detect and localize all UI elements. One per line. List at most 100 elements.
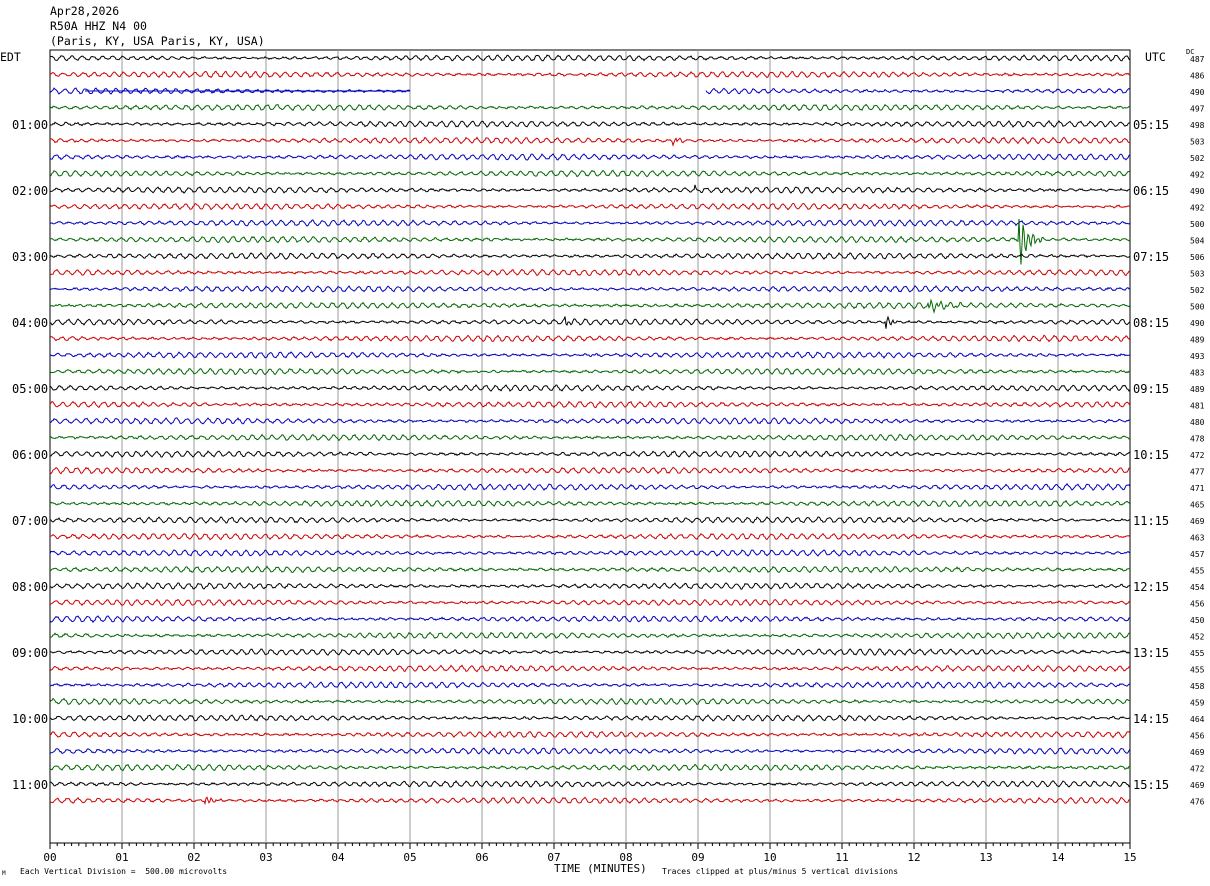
left-timezone-label: EDT <box>0 50 21 64</box>
left-hour-label: 07:00 <box>12 514 48 528</box>
right-hour-label: 11:15 <box>1133 514 1169 528</box>
dc-offset-label: 490 <box>1190 187 1205 196</box>
seismic-trace <box>49 730 1131 739</box>
right-hour-label: 10:15 <box>1133 448 1169 462</box>
dc-offset-label: 497 <box>1190 105 1205 114</box>
seismic-trace <box>49 714 1131 722</box>
dc-offset-label: 503 <box>1190 138 1205 147</box>
seismic-trace <box>49 598 1131 607</box>
seismic-trace <box>49 315 1131 329</box>
dc-offset-label: 456 <box>1190 600 1205 609</box>
dc-offset-label: 456 <box>1190 732 1205 741</box>
seismic-trace <box>49 796 1131 806</box>
left-hour-label: 08:00 <box>12 580 48 594</box>
dc-offset-label: 487 <box>1190 55 1205 64</box>
x-tick-label: 06 <box>475 851 488 864</box>
seismic-trace <box>49 664 1131 673</box>
seismic-trace <box>49 549 1131 557</box>
left-hour-label: 05:00 <box>12 382 48 396</box>
x-tick-label: 15 <box>1123 851 1136 864</box>
x-tick-label: 09 <box>691 851 704 864</box>
seismic-trace <box>49 433 1131 442</box>
seismic-trace <box>49 87 1131 95</box>
dc-offset-label: 503 <box>1190 270 1205 279</box>
seismic-trace <box>49 450 1131 458</box>
dc-offset-label: 492 <box>1190 171 1205 180</box>
seismic-trace <box>49 417 1131 425</box>
x-tick-label: 03 <box>259 851 272 864</box>
seismic-trace <box>49 169 1131 178</box>
dc-offset-label: 455 <box>1190 567 1205 576</box>
x-tick-label: 11 <box>835 851 848 864</box>
dc-offset-label: 469 <box>1190 781 1205 790</box>
dc-offset-label: 490 <box>1190 319 1205 328</box>
x-tick-label: 08 <box>619 851 632 864</box>
seismic-trace <box>49 565 1131 574</box>
dc-offset-label: 455 <box>1190 666 1205 675</box>
x-tick-label: 13 <box>979 851 992 864</box>
dc-offset-label: 452 <box>1190 633 1205 642</box>
seismic-trace <box>49 400 1131 409</box>
seismic-trace <box>49 582 1131 590</box>
seismic-trace <box>50 54 1131 62</box>
left-hour-label: 02:00 <box>12 184 48 198</box>
seismic-trace <box>49 681 1131 689</box>
left-hour-label: 06:00 <box>12 448 48 462</box>
seismic-trace <box>50 532 1131 541</box>
seismic-trace <box>49 516 1131 524</box>
dc-offset-label: 455 <box>1190 649 1205 658</box>
dc-offset-label: 469 <box>1190 517 1205 526</box>
logo-mark: M <box>2 870 6 877</box>
right-hour-label: 06:15 <box>1133 184 1169 198</box>
seismic-trace <box>50 482 1131 491</box>
x-tick-label: 05 <box>403 851 416 864</box>
seismic-trace <box>49 120 1131 128</box>
seismic-trace <box>49 184 1131 194</box>
dc-offset-label: 504 <box>1190 237 1205 246</box>
dc-offset-label: 450 <box>1190 616 1205 625</box>
dc-offset-label: 471 <box>1190 484 1205 493</box>
dc-offset-label: 481 <box>1190 402 1205 411</box>
right-hour-label: 14:15 <box>1133 712 1169 726</box>
seismic-trace <box>49 648 1131 656</box>
dc-offset-label: 465 <box>1190 501 1205 510</box>
record-date: Apr28,2026 <box>50 4 120 18</box>
seismic-trace <box>49 70 1131 79</box>
dc-offset-label: 498 <box>1190 121 1205 130</box>
x-tick-label: 12 <box>907 851 920 864</box>
seismic-trace <box>49 285 1131 293</box>
dc-offset-label: 469 <box>1190 748 1205 757</box>
dc-offset-label: 464 <box>1190 715 1205 724</box>
seismic-trace <box>49 298 1131 314</box>
seismic-trace <box>49 466 1131 475</box>
x-tick-label: 02 <box>187 851 200 864</box>
dc-offset-label: 477 <box>1190 468 1205 477</box>
right-hour-label: 05:15 <box>1133 118 1169 132</box>
dc-offset-label: 493 <box>1190 352 1205 361</box>
right-timezone-label: UTC <box>1145 50 1166 64</box>
right-hour-label: 09:15 <box>1133 382 1169 396</box>
seismic-trace <box>49 499 1131 508</box>
dc-offset-label: 489 <box>1190 336 1205 345</box>
dc-offset-label: 472 <box>1190 451 1205 460</box>
left-hour-label: 01:00 <box>12 118 48 132</box>
seismic-trace <box>49 334 1131 343</box>
x-tick-label: 07 <box>547 851 560 864</box>
left-hour-label: 10:00 <box>12 712 48 726</box>
dc-offset-label: 500 <box>1190 303 1205 312</box>
dc-offset-label: 492 <box>1190 204 1205 213</box>
seismic-trace <box>49 697 1131 706</box>
station-location: (Paris, KY, USA Paris, KY, USA) <box>50 34 265 48</box>
dc-offset-label: 454 <box>1190 583 1205 592</box>
left-hour-label: 09:00 <box>12 646 48 660</box>
x-axis-title: TIME (MINUTES) <box>554 862 647 875</box>
dc-offset-label: 476 <box>1190 798 1205 807</box>
dc-offset-label: 472 <box>1190 765 1205 774</box>
seismic-trace <box>49 252 1131 260</box>
dc-offset-label: 486 <box>1190 72 1205 81</box>
seismic-trace <box>49 136 1130 147</box>
dc-offset-label: 483 <box>1190 369 1205 378</box>
clip-note: Traces clipped at plus/minus 5 vertical … <box>662 867 899 876</box>
seismic-trace <box>49 384 1131 392</box>
dc-offset-label: 490 <box>1190 88 1205 97</box>
